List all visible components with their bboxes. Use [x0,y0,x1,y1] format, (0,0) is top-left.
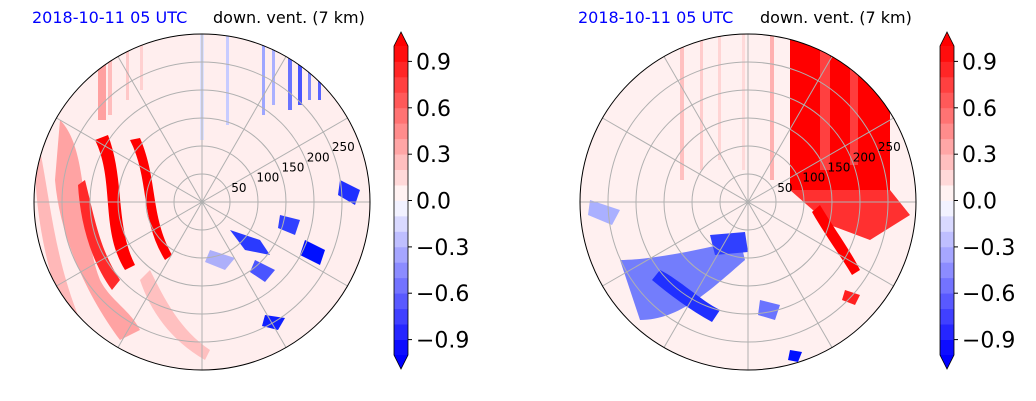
radial-tick-label: 200 [307,150,330,164]
colorbar-level [940,339,954,356]
colorbar-level [394,262,408,279]
colorbar-level [394,200,408,217]
colorbar-level [394,231,408,248]
negative-patches [588,200,802,362]
colorbar-level [940,324,954,340]
colorbar-level [394,277,408,294]
colorbar-level [394,138,408,155]
polar-frame [33,33,371,371]
colorbar-tick-label: 0.0 [962,190,997,215]
colorbar-level [940,231,954,248]
colorbar-extend-min [940,355,954,369]
panel-date-title: 2018-10-11 05 UTC [32,8,187,27]
colorbar-outline [939,31,955,370]
colorbar-level [940,107,954,124]
colorbar-level [394,46,408,62]
colorbar-tick-labels: −0.9 −0.6 −0.3 0.0 0.3 0.6 0.9 [408,50,469,354]
colorbar-tick-label: −0.6 [416,282,469,307]
colorbar-level [394,339,408,356]
colorbar-swatches [939,31,955,370]
colorbar-level [940,262,954,279]
colorbar-level [394,123,408,140]
colorbar-level [940,76,954,93]
colorbar-outline [393,31,409,370]
colorbar-tick-label: 0.6 [962,97,997,122]
colorbar-level [394,92,408,109]
colorbar-level [940,308,954,325]
polar-panel-right: 2018-10-11 05 UTC down. vent. (7 km) [578,8,1015,371]
panel-date-title: 2018-10-11 05 UTC [578,8,733,27]
colorbar-level [394,324,408,340]
colorbar-level [940,277,954,294]
radial-tick-label: 100 [256,171,279,185]
colorbar-level [394,169,408,186]
colorbar: −0.9 −0.6 −0.3 0.0 0.3 0.6 0.9 [393,31,469,370]
polar-grid [580,34,916,370]
colorbar: −0.9 −0.6 −0.3 0.0 0.3 0.6 0.9 [939,31,1015,370]
colorbar-tick-label: 0.9 [416,50,451,75]
radial-tick-label: 250 [332,140,355,154]
colorbar-level [394,61,408,78]
colorbar-level [940,185,954,201]
polar-panel-left: 2018-10-11 05 UTC down. vent. (7 km) [32,8,469,371]
polar-grid [34,34,370,370]
radial-tick-label: 50 [231,181,246,195]
colorbar-level [394,246,408,263]
radial-tick-label: 150 [828,161,851,175]
colorbar-level [394,185,408,201]
colorbar-tick-label: 0.0 [416,190,451,215]
colorbar-level [940,92,954,109]
colorbar-level [394,107,408,124]
colorbar-level [940,46,954,62]
panel-variable-title: down. vent. (7 km) [760,8,912,27]
radial-tick-label: 100 [802,171,825,185]
colorbar-level [940,215,954,232]
colorbar-level [940,293,954,310]
colorbar-tick-label: 0.9 [962,50,997,75]
colorbar-level [394,215,408,232]
colorbar-tick-label: −0.6 [962,282,1015,307]
colorbar-tick-label: −0.9 [416,329,469,354]
colorbar-level [394,76,408,93]
colorbar-tick-labels: −0.9 −0.6 −0.3 0.0 0.3 0.6 0.9 [954,50,1015,354]
colorbar-extend-min [394,355,408,369]
colorbar-level [940,200,954,217]
colorbar-level [940,246,954,263]
colorbar-level [940,61,954,78]
colorbar-tick-label: 0.3 [416,143,451,168]
colorbar-level [940,169,954,186]
colorbar-level [394,154,408,170]
panel-variable-title: down. vent. (7 km) [213,8,365,27]
colorbar-level [394,293,408,310]
colorbar-swatches [393,31,409,370]
colorbar-extend-max [394,32,408,46]
polar-frame [579,33,917,371]
colorbar-tick-label: −0.3 [962,236,1015,261]
radial-tick-label: 150 [282,161,305,175]
radial-tick-label: 250 [878,140,901,154]
colorbar-tick-label: 0.3 [962,143,997,168]
colorbar-level [940,123,954,140]
radial-tick-label: 200 [853,150,876,164]
radial-tick-label: 50 [777,181,792,195]
colorbar-tick-label: −0.9 [962,329,1015,354]
colorbar-tick-label: −0.3 [416,236,469,261]
colorbar-level [940,154,954,170]
colorbar-extend-max [940,32,954,46]
colorbar-level [940,138,954,155]
ray-streaks [680,34,774,180]
colorbar-level [394,308,408,325]
colorbar-tick-label: 0.6 [416,97,451,122]
